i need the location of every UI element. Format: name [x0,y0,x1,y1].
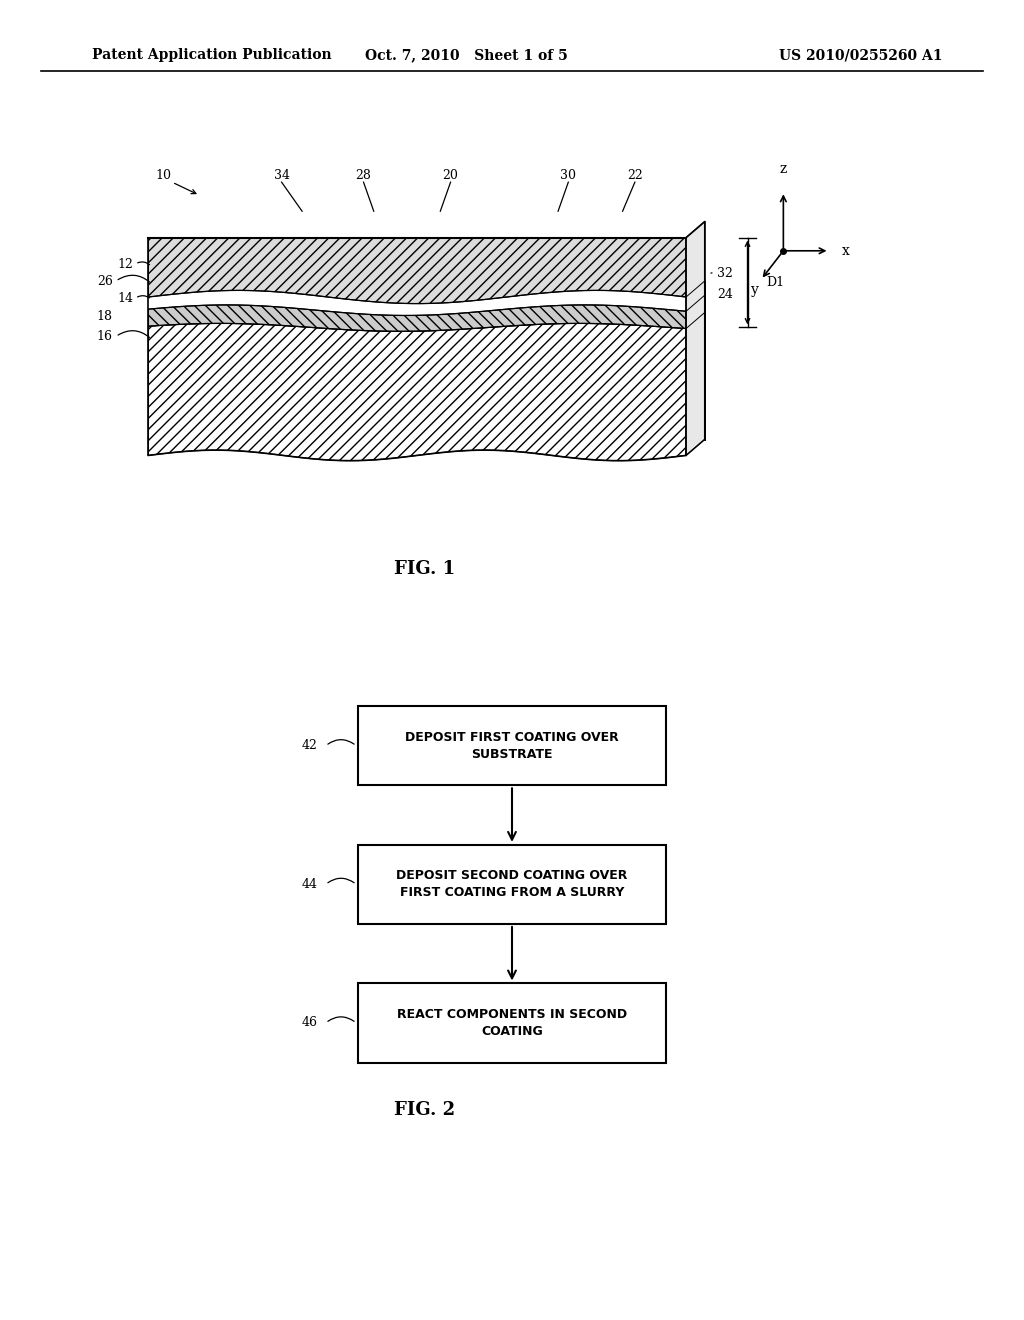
Text: y: y [751,284,759,297]
Text: x: x [842,244,850,257]
Text: 28: 28 [355,169,372,182]
Text: Oct. 7, 2010   Sheet 1 of 5: Oct. 7, 2010 Sheet 1 of 5 [365,49,567,62]
Text: 16: 16 [96,330,113,343]
Text: FIG. 2: FIG. 2 [394,1101,456,1119]
Text: DEPOSIT SECOND COATING OVER
FIRST COATING FROM A SLURRY: DEPOSIT SECOND COATING OVER FIRST COATIN… [396,870,628,899]
FancyBboxPatch shape [358,983,666,1063]
Text: 24: 24 [717,288,733,301]
Text: DEPOSIT FIRST COATING OVER
SUBSTRATE: DEPOSIT FIRST COATING OVER SUBSTRATE [406,731,618,760]
Text: 20: 20 [442,169,459,182]
FancyBboxPatch shape [358,845,666,924]
Text: US 2010/0255260 A1: US 2010/0255260 A1 [778,49,942,62]
Text: D1: D1 [766,276,784,289]
FancyBboxPatch shape [358,706,666,785]
Polygon shape [148,305,686,331]
Text: 44: 44 [301,878,317,891]
Polygon shape [148,323,686,461]
Text: z: z [779,161,787,176]
Polygon shape [148,238,686,304]
Text: REACT COMPONENTS IN SECOND
COATING: REACT COMPONENTS IN SECOND COATING [397,1008,627,1038]
Text: 42: 42 [301,739,317,752]
Text: 30: 30 [560,169,577,182]
Text: 18: 18 [96,310,113,323]
Text: FIG. 1: FIG. 1 [394,560,456,578]
Text: 26: 26 [96,275,113,288]
Text: Patent Application Publication: Patent Application Publication [92,49,332,62]
Text: 22: 22 [627,169,643,182]
Text: 14: 14 [117,292,133,305]
Text: 12: 12 [117,257,133,271]
Polygon shape [686,222,705,455]
Text: 10: 10 [156,169,172,182]
Text: 46: 46 [301,1016,317,1030]
Text: 34: 34 [273,169,290,182]
Text: 32: 32 [717,267,733,280]
